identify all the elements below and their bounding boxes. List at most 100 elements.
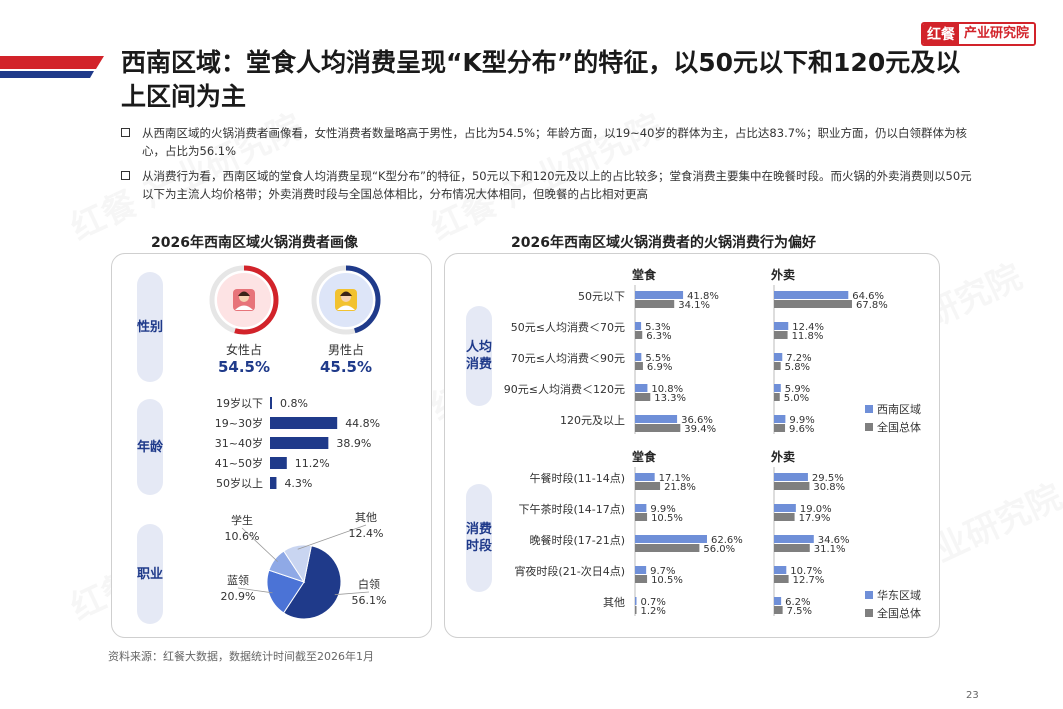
dine-in-header: 堂食 bbox=[632, 449, 657, 464]
delivery-value-label: 7.2% bbox=[786, 353, 811, 364]
delivery-value-label: 9.9% bbox=[789, 415, 814, 426]
pie-leader-line bbox=[237, 587, 273, 594]
female-label: 女性占 bbox=[226, 342, 262, 357]
delivery-bar-national bbox=[774, 362, 781, 370]
age-category-label: 19~30岁 bbox=[215, 416, 263, 430]
bullet-text: 从消费行为看，西南区域的堂食人均消费呈现“K型分布”的特征，50元以下和120元… bbox=[142, 169, 972, 201]
category-label: 其他 bbox=[603, 596, 625, 609]
age-category-label: 41~50岁 bbox=[215, 456, 263, 470]
dine_in-bar-region bbox=[635, 535, 707, 543]
delivery-value-label: 5.0% bbox=[784, 393, 809, 404]
delivery-bar-national bbox=[774, 331, 788, 339]
female-icon-hair bbox=[238, 291, 250, 296]
dine_in-value-label: 56.0% bbox=[703, 544, 735, 555]
age-value-label: 4.3% bbox=[284, 477, 312, 490]
pie-slice-name: 蓝领 bbox=[227, 574, 249, 587]
delivery-value-label: 5.9% bbox=[785, 384, 810, 395]
dine_in-bar-national bbox=[635, 393, 651, 401]
pie-slice-name: 学生 bbox=[231, 513, 253, 527]
pie-leader-line bbox=[241, 527, 278, 562]
female-donut-arc bbox=[209, 265, 279, 335]
category-label: 90元≤人均消费＜120元 bbox=[504, 382, 625, 396]
dine_in-bar-national bbox=[635, 424, 681, 432]
dine_in-bar-national bbox=[635, 482, 661, 490]
delivery-bar-region bbox=[774, 322, 789, 330]
male-donut-arc bbox=[311, 265, 381, 335]
dine_in-bar-national bbox=[635, 513, 648, 521]
dine_in-bar-national bbox=[635, 331, 643, 339]
category-label: 70元≤人均消费＜90元 bbox=[511, 351, 625, 365]
legend-label: 全国总体 bbox=[877, 420, 921, 434]
dine_in-bar-region bbox=[635, 504, 647, 512]
occupation-label: 职业 bbox=[137, 524, 163, 624]
delivery-value-label: 29.5% bbox=[812, 473, 844, 484]
pie-leader-line bbox=[334, 591, 370, 596]
behavior-panel bbox=[444, 253, 940, 638]
category-label: 下午茶时段(14-17点) bbox=[518, 502, 625, 516]
delivery-bar-national bbox=[774, 300, 852, 308]
delivery-bar-region bbox=[774, 384, 781, 392]
category-label: 50元以下 bbox=[578, 290, 625, 303]
legend-label: 全国总体 bbox=[877, 606, 921, 620]
age-bar bbox=[270, 437, 329, 449]
category-label: 晚餐时段(17-21点) bbox=[529, 533, 625, 547]
bullet-square-icon bbox=[121, 128, 130, 137]
age-bar bbox=[270, 477, 277, 489]
delivery-bar-region bbox=[774, 291, 849, 299]
dine_in-value-label: 0.7% bbox=[641, 597, 666, 608]
age-value-label: 0.8% bbox=[280, 397, 308, 410]
dine_in-value-label: 36.6% bbox=[681, 415, 713, 426]
dine_in-bar-national bbox=[635, 300, 675, 308]
brand-logo-mark: 红餐 bbox=[923, 24, 959, 44]
dine_in-value-label: 10.5% bbox=[651, 575, 683, 586]
delivery-value-label: 5.8% bbox=[785, 362, 810, 373]
delivery-value-label: 11.8% bbox=[792, 331, 824, 342]
dine_in-bar-national bbox=[635, 362, 643, 370]
delivery-value-label: 31.1% bbox=[814, 544, 846, 555]
dine_in-value-label: 21.8% bbox=[664, 482, 696, 493]
legend-swatch bbox=[865, 423, 873, 431]
delivery-value-label: 7.5% bbox=[787, 606, 812, 617]
delivery-bar-region bbox=[774, 535, 814, 543]
dine_in-value-label: 62.6% bbox=[711, 535, 743, 546]
pie-leader-line bbox=[297, 524, 367, 550]
delivery-value-label: 17.9% bbox=[799, 513, 831, 524]
delivery-value-label: 9.6% bbox=[789, 424, 814, 435]
male-value: 45.5% bbox=[320, 358, 372, 376]
male-label: 男性占 bbox=[328, 342, 364, 357]
dine_in-bar-region bbox=[635, 384, 648, 392]
age-category-label: 31~40岁 bbox=[215, 436, 263, 450]
dine_in-value-label: 6.9% bbox=[647, 362, 672, 373]
dine_in-value-label: 10.8% bbox=[651, 384, 683, 395]
delivery-header: 外卖 bbox=[771, 267, 795, 282]
category-label: 宵夜时段(21-次日4点) bbox=[514, 564, 625, 578]
delivery-value-label: 34.6% bbox=[818, 535, 850, 546]
age-category-label: 50岁以上 bbox=[216, 476, 263, 490]
source-note: 资料来源：红餐大数据，数据统计时间截至2026年1月 bbox=[108, 650, 374, 663]
spend-label: 人均消费 bbox=[466, 306, 492, 406]
age-label: 年龄 bbox=[137, 399, 163, 495]
page-title: 西南区域：堂食人均消费呈现“K型分布”的特征，以50元以下和120元及以上区间为… bbox=[121, 48, 961, 111]
delivery-bar-region bbox=[774, 353, 783, 361]
dine_in-value-label: 9.9% bbox=[650, 504, 675, 515]
age-bar bbox=[270, 397, 272, 409]
dine_in-bar-region bbox=[635, 322, 642, 330]
delivery-value-label: 12.4% bbox=[792, 322, 824, 333]
dine_in-bar-national bbox=[635, 575, 648, 583]
dine-in-header: 堂食 bbox=[632, 267, 657, 282]
pie-slice-name: 其他 bbox=[355, 511, 377, 524]
pie-slice-蓝领 bbox=[266, 569, 305, 614]
male-icon-hair bbox=[340, 291, 352, 296]
dine_in-value-label: 6.3% bbox=[646, 331, 671, 342]
delivery-bar-region bbox=[774, 473, 808, 481]
delivery-bar-national bbox=[774, 606, 783, 614]
age-value-label: 11.2% bbox=[295, 457, 330, 470]
delivery-bar-national bbox=[774, 575, 789, 583]
pie-slice-其他 bbox=[283, 544, 312, 584]
delivery-bar-national bbox=[774, 544, 810, 552]
age-category-label: 19岁以下 bbox=[216, 396, 263, 410]
age-value-label: 38.9% bbox=[336, 437, 371, 450]
gender-label: 性别 bbox=[137, 272, 163, 382]
dine_in-value-label: 39.4% bbox=[684, 424, 716, 435]
